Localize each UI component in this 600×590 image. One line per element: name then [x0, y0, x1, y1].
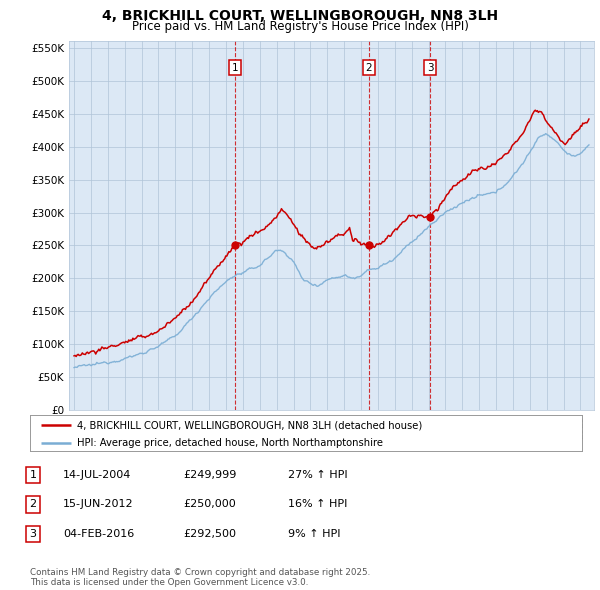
- Text: £249,999: £249,999: [183, 470, 236, 480]
- Text: 3: 3: [29, 529, 37, 539]
- Text: 27% ↑ HPI: 27% ↑ HPI: [288, 470, 347, 480]
- Text: 4, BRICKHILL COURT, WELLINGBOROUGH, NN8 3LH: 4, BRICKHILL COURT, WELLINGBOROUGH, NN8 …: [102, 9, 498, 23]
- Text: £292,500: £292,500: [183, 529, 236, 539]
- Text: 04-FEB-2016: 04-FEB-2016: [63, 529, 134, 539]
- Text: HPI: Average price, detached house, North Northamptonshire: HPI: Average price, detached house, Nort…: [77, 438, 383, 448]
- Text: 4, BRICKHILL COURT, WELLINGBOROUGH, NN8 3LH (detached house): 4, BRICKHILL COURT, WELLINGBOROUGH, NN8 …: [77, 420, 422, 430]
- Text: 14-JUL-2004: 14-JUL-2004: [63, 470, 131, 480]
- Text: 1: 1: [29, 470, 37, 480]
- Text: 9% ↑ HPI: 9% ↑ HPI: [288, 529, 341, 539]
- Text: 1: 1: [232, 63, 238, 73]
- Text: Contains HM Land Registry data © Crown copyright and database right 2025.
This d: Contains HM Land Registry data © Crown c…: [30, 568, 370, 587]
- Text: 2: 2: [29, 500, 37, 509]
- Text: 2: 2: [365, 63, 372, 73]
- Text: 15-JUN-2012: 15-JUN-2012: [63, 500, 134, 509]
- Text: Price paid vs. HM Land Registry's House Price Index (HPI): Price paid vs. HM Land Registry's House …: [131, 20, 469, 33]
- Text: 3: 3: [427, 63, 433, 73]
- Text: 16% ↑ HPI: 16% ↑ HPI: [288, 500, 347, 509]
- Text: £250,000: £250,000: [183, 500, 236, 509]
